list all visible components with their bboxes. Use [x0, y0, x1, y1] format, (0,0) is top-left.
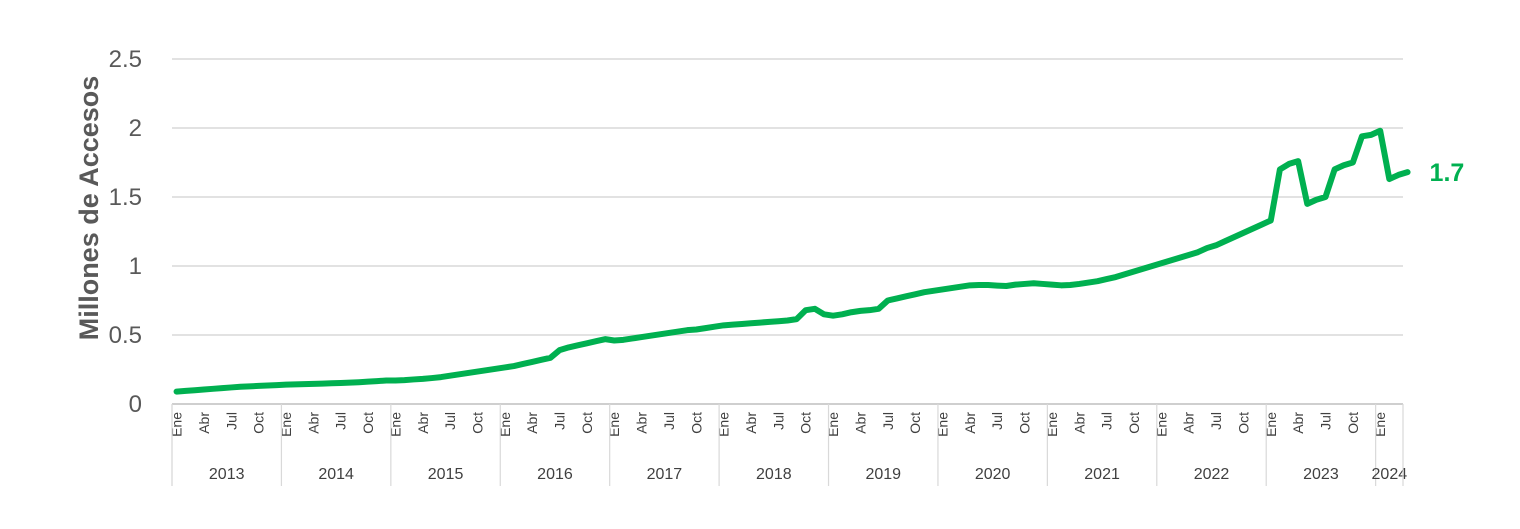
x-month-tick-label: Jul: [333, 412, 349, 430]
x-month-tick-label: Jul: [1099, 412, 1115, 430]
x-month-tick-label: Abr: [852, 412, 868, 434]
x-month-tick-label: Oct: [1126, 412, 1142, 434]
x-year-label: 2022: [1194, 466, 1230, 483]
x-month-tick-label: Abr: [634, 412, 650, 434]
y-axis-label: Millones de Accesos: [74, 76, 104, 341]
y-tick-label: 2: [129, 115, 142, 142]
x-month-tick-label: Ene: [935, 412, 951, 437]
x-month-tick-label: Oct: [1345, 412, 1361, 434]
x-month-tick-label: Jul: [223, 412, 239, 430]
y-tick-label: 1: [129, 253, 142, 280]
x-month-tick-label: Abr: [1181, 412, 1197, 434]
x-year-label: 2020: [975, 466, 1011, 483]
x-month-tick-label: Ene: [497, 412, 513, 437]
x-year-label: 2017: [647, 466, 683, 483]
x-month-tick-label: Abr: [305, 412, 321, 434]
x-year-label: 2024: [1372, 466, 1408, 483]
x-month-tick-label: Ene: [716, 412, 732, 437]
x-month-tick-label: Abr: [1071, 412, 1087, 434]
x-month-tick-label: Oct: [360, 412, 376, 434]
x-month-tick-label: Jul: [442, 412, 458, 430]
x-month-tick-label: Abr: [196, 412, 212, 434]
x-month-tick-label: Abr: [415, 412, 431, 434]
x-month-tick-label: Ene: [1153, 412, 1169, 437]
x-month-tick-label: Jul: [1208, 412, 1224, 430]
x-month-tick-label: Oct: [1235, 412, 1251, 434]
x-month-tick-label: Jul: [989, 412, 1005, 430]
y-tick-label: 1.5: [109, 184, 142, 211]
x-year-label: 2013: [209, 466, 245, 483]
x-month-tick-label: Ene: [278, 412, 294, 437]
x-month-tick-label: Oct: [688, 412, 704, 434]
x-month-tick-label: Oct: [1017, 412, 1033, 434]
x-month-tick-label: Jul: [770, 412, 786, 430]
x-month-tick-label: Ene: [1044, 412, 1060, 437]
x-year-label: 2014: [318, 466, 354, 483]
y-tick-label: 0: [129, 391, 142, 418]
x-year-label: 2021: [1084, 466, 1120, 483]
x-month-tick-label: Jul: [661, 412, 677, 430]
x-month-tick-label: Ene: [1372, 412, 1388, 437]
y-tick-label: 2.5: [109, 46, 142, 73]
x-year-label: 2018: [756, 466, 792, 483]
y-tick-label: 0.5: [109, 322, 142, 349]
x-month-tick-label: Abr: [962, 412, 978, 434]
x-month-tick-label: Jul: [552, 412, 568, 430]
x-year-label: 2023: [1303, 466, 1339, 483]
x-year-label: 2016: [537, 466, 573, 483]
series-line: [173, 127, 1411, 395]
x-axis: Ene Abr Jul Oct Ene Abr Jul Oct Ene Abr Jul Oct Ene A…: [169, 403, 1408, 486]
last-value-label: 1.7: [1430, 159, 1465, 187]
x-month-tick-label: Ene: [387, 412, 403, 437]
x-month-tick-label: Ene: [606, 412, 622, 437]
x-year-label: 2019: [865, 466, 901, 483]
x-month-tick-label: Jul: [1317, 412, 1333, 430]
x-month-tick-label: Oct: [469, 412, 485, 434]
x-month-tick-label: Abr: [1290, 412, 1306, 434]
x-month-tick-label: Ene: [169, 412, 185, 437]
x-month-tick-label: Ene: [825, 412, 841, 437]
x-month-tick-label: Abr: [743, 412, 759, 434]
x-month-tick-label: Oct: [907, 412, 923, 434]
gridlines: [172, 58, 1403, 336]
x-month-tick-label: Ene: [1263, 412, 1279, 437]
y-axis-ticks: 0 0.5 1 1.5 2 2.5: [109, 46, 142, 418]
x-month-tick-label: Oct: [251, 412, 267, 434]
x-month-tick-label: Jul: [880, 412, 896, 430]
x-month-tick-label: Oct: [579, 412, 595, 434]
x-month-tick-label: Abr: [524, 412, 540, 434]
x-month-tick-label: Oct: [798, 412, 814, 434]
x-year-label: 2015: [428, 466, 464, 483]
